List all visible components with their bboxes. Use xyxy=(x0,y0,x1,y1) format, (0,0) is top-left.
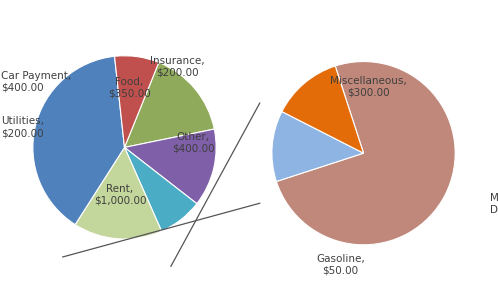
Wedge shape xyxy=(115,56,159,147)
Text: Rent,
$1,000.00: Rent, $1,000.00 xyxy=(94,184,146,206)
Text: Gasoline,
$50.00: Gasoline, $50.00 xyxy=(316,254,365,276)
Wedge shape xyxy=(33,56,124,225)
Text: Insurance,
$200.00: Insurance, $200.00 xyxy=(150,56,205,77)
Text: Food,
$350.00: Food, $350.00 xyxy=(108,77,150,99)
Wedge shape xyxy=(272,112,364,181)
Wedge shape xyxy=(282,66,364,153)
Text: Car Payment,
$400.00: Car Payment, $400.00 xyxy=(1,71,71,92)
Text: Other,
$400.00: Other, $400.00 xyxy=(172,132,215,154)
Wedge shape xyxy=(75,147,161,239)
Text: Membership
Dues, $50.00: Membership Dues, $50.00 xyxy=(490,193,498,214)
Text: Utilities,
$200.00: Utilities, $200.00 xyxy=(1,116,44,138)
Wedge shape xyxy=(124,62,214,147)
Wedge shape xyxy=(124,147,197,231)
Wedge shape xyxy=(124,129,216,204)
Text: Miscellaneous,
$300.00: Miscellaneous, $300.00 xyxy=(330,76,406,98)
Wedge shape xyxy=(276,62,455,245)
